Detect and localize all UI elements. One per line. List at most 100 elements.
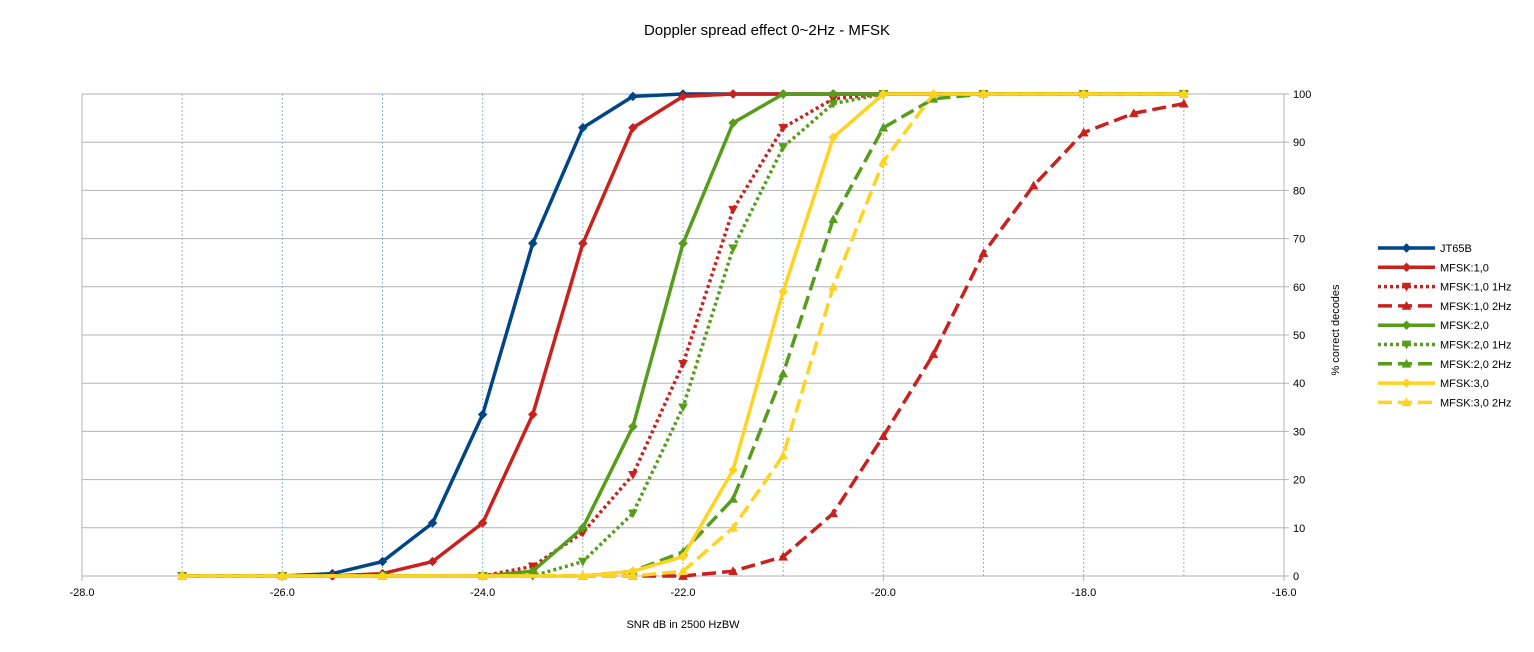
y-tick-label: 70 xyxy=(1293,234,1305,246)
data-point xyxy=(477,518,488,528)
y-tick-label: 10 xyxy=(1293,523,1305,535)
data-point xyxy=(477,570,488,580)
data-point xyxy=(527,409,538,420)
data-point xyxy=(728,493,739,503)
legend: JT65B MFSK:1,0 MFSK:1,0 1Hz MFSK:1,0 2Hz MFS… xyxy=(1378,243,1512,409)
data-point xyxy=(678,238,688,249)
data-point xyxy=(778,143,789,153)
series-mfsk-3-0-2hz xyxy=(177,88,1189,580)
data-point xyxy=(678,551,688,562)
x-tick-label: -26.0 xyxy=(270,587,295,599)
legend-swatch-marker xyxy=(1401,320,1412,331)
data-point xyxy=(728,205,739,215)
data-point xyxy=(628,421,638,432)
data-point xyxy=(628,122,638,133)
data-point xyxy=(878,156,889,166)
data-point xyxy=(828,132,839,143)
data-point xyxy=(928,88,939,98)
x-tick-label: -20.0 xyxy=(871,587,896,599)
legend-label: MFSK:1,0 xyxy=(1440,262,1489,274)
data-point xyxy=(678,403,688,413)
legend-swatch-marker xyxy=(1401,378,1412,388)
data-point xyxy=(427,556,438,567)
legend-swatch-marker xyxy=(1401,243,1412,253)
data-point xyxy=(1178,98,1189,108)
y-tick-label: 90 xyxy=(1293,137,1305,149)
data-point xyxy=(778,123,789,133)
x-tick-label: -18.0 xyxy=(1071,587,1096,599)
data-point xyxy=(1078,88,1089,98)
data-point xyxy=(627,470,638,480)
y-tick-label: 60 xyxy=(1293,282,1305,294)
data-point xyxy=(477,409,488,420)
data-point xyxy=(627,509,638,519)
data-point xyxy=(828,99,839,109)
data-point xyxy=(678,360,688,369)
data-point xyxy=(728,522,739,532)
y-tick-label: 40 xyxy=(1293,378,1305,390)
y-tick-label: 50 xyxy=(1293,330,1305,342)
legend-swatch-marker xyxy=(1401,358,1412,368)
x-tick-label: -28.0 xyxy=(69,587,94,599)
data-point xyxy=(778,450,789,460)
data-point xyxy=(177,570,188,580)
data-point xyxy=(778,89,789,99)
legend-label: JT65B xyxy=(1440,243,1472,255)
legend-swatch-marker xyxy=(1401,340,1412,350)
legend-swatch-marker xyxy=(1401,262,1412,273)
data-point xyxy=(828,281,839,291)
y-tick-label: 0 xyxy=(1293,571,1299,583)
data-point xyxy=(678,566,688,576)
data-point xyxy=(1178,88,1189,98)
data-point xyxy=(577,557,588,567)
x-tick-label: -22.0 xyxy=(670,587,695,599)
y-tick-label: 100 xyxy=(1293,89,1311,101)
data-point xyxy=(678,91,688,102)
data-point xyxy=(527,238,538,249)
legend-label: MFSK:1,0 1Hz xyxy=(1440,282,1512,294)
data-point xyxy=(928,349,939,359)
data-point xyxy=(678,570,688,580)
legend-swatch-marker xyxy=(1401,282,1412,292)
x-tick-label: -24.0 xyxy=(470,587,495,599)
data-point xyxy=(978,88,989,98)
legend-label: MFSK:3,0 xyxy=(1440,378,1489,390)
y-tick-label: 30 xyxy=(1293,426,1305,438)
data-point xyxy=(728,118,738,128)
data-point xyxy=(728,465,738,475)
data-point xyxy=(628,91,638,102)
data-point xyxy=(728,89,738,99)
data-point xyxy=(878,431,889,441)
legend-label: MFSK:2,0 1Hz xyxy=(1440,340,1512,352)
data-point xyxy=(577,122,588,133)
data-point xyxy=(377,556,388,567)
y-tick-label: 80 xyxy=(1293,185,1305,197)
data-point xyxy=(878,89,889,99)
y-tick-label: 20 xyxy=(1293,475,1305,487)
chart-title: Doppler spread effect 0~2Hz - MFSK xyxy=(643,22,891,39)
data-point xyxy=(1028,180,1039,190)
data-point xyxy=(377,570,388,580)
data-point xyxy=(828,508,839,518)
data-point xyxy=(1078,127,1089,137)
data-point xyxy=(878,122,889,132)
data-point xyxy=(778,368,789,378)
data-point xyxy=(577,570,588,580)
legend-label: MFSK:2,0 xyxy=(1440,320,1489,332)
data-point xyxy=(728,566,739,576)
x-axis-label: SNR dB in 2500 HzBW xyxy=(626,619,740,631)
y-axis-label: % correct decodes xyxy=(1330,284,1342,376)
legend-swatch-marker xyxy=(1401,397,1412,407)
data-point xyxy=(577,238,588,249)
legend-label: MFSK:3,0 2Hz xyxy=(1440,397,1512,409)
data-point xyxy=(828,89,839,99)
legend-label: MFSK:1,0 2Hz xyxy=(1440,301,1512,313)
data-point xyxy=(277,570,288,580)
data-point xyxy=(778,286,789,297)
data-point xyxy=(627,570,638,580)
data-point xyxy=(778,551,789,561)
legend-label: MFSK:2,0 2Hz xyxy=(1440,359,1512,371)
legend-swatch-marker xyxy=(1401,300,1412,310)
